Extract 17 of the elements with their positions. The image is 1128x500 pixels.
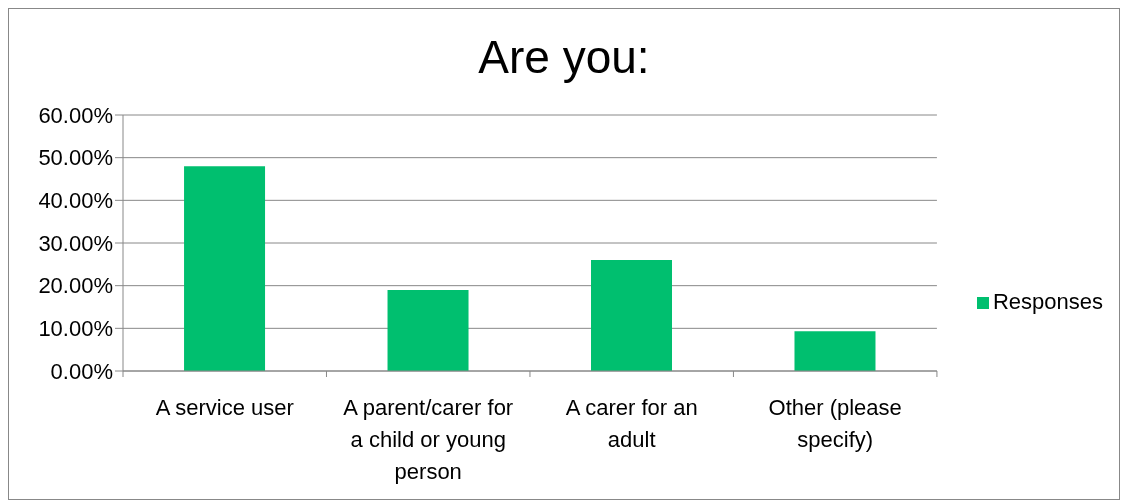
x-tick-label: A carer for an adult	[565, 395, 698, 452]
y-tick-label: 10.00%	[38, 316, 113, 342]
x-tick-label: Other (please specify)	[768, 395, 902, 452]
legend-label: Responses	[992, 289, 1103, 314]
bar	[387, 289, 469, 371]
bar	[591, 260, 673, 371]
y-tick-label: 0.00%	[50, 358, 113, 384]
bar	[794, 331, 876, 371]
x-tick-label: A service user	[155, 395, 294, 420]
bar	[184, 166, 266, 371]
x-tick-label: A parent/carer for a child or young person	[343, 395, 514, 484]
y-tick-label: 50.00%	[38, 145, 113, 171]
y-tick-label: 20.00%	[38, 273, 113, 299]
y-tick-label: 40.00%	[38, 188, 113, 214]
chart-title: Are you:	[478, 31, 650, 83]
y-tick-label: 30.00%	[38, 230, 113, 256]
y-tick-label: 60.00%	[38, 102, 113, 128]
